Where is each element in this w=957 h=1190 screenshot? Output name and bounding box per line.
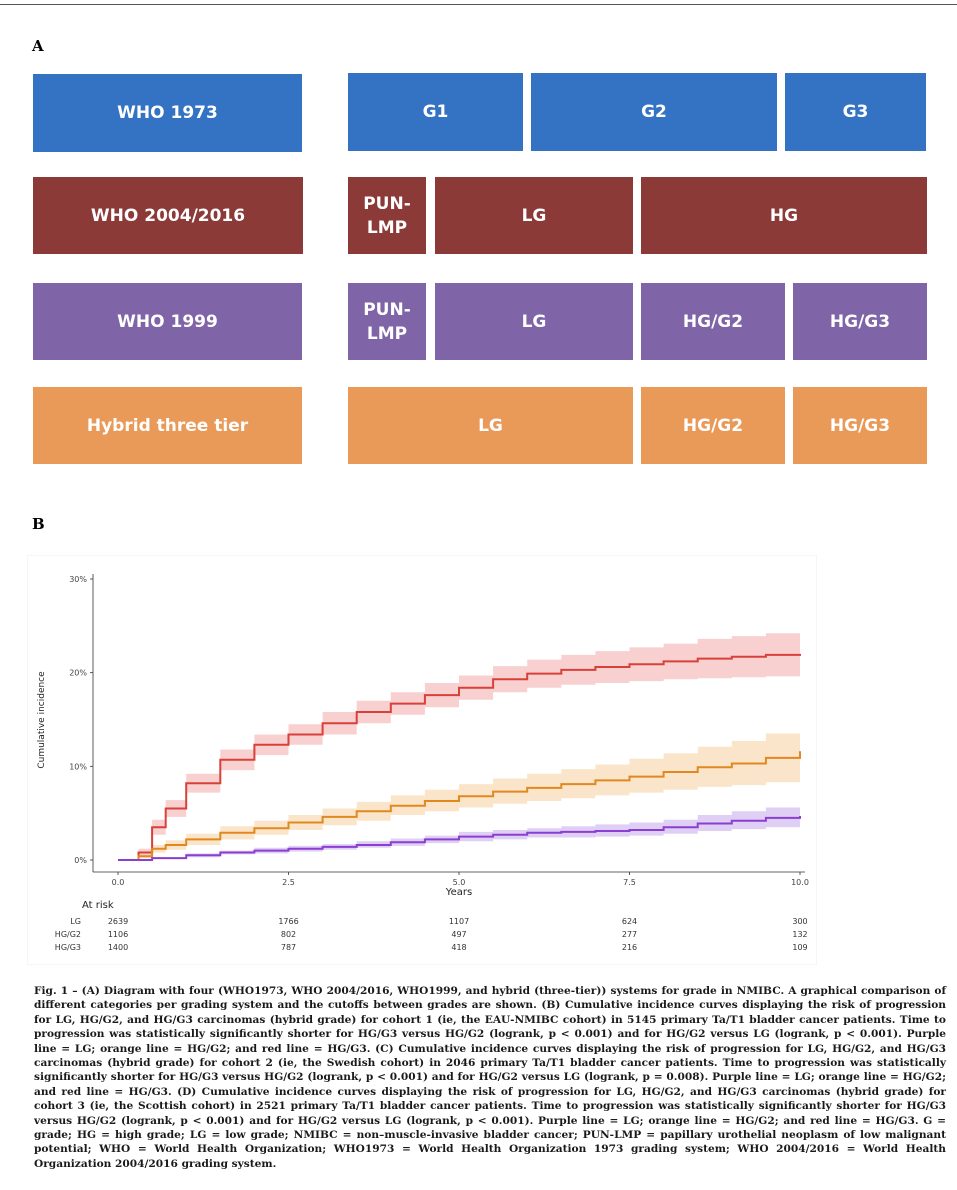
at-risk-group-label: HG/G3 xyxy=(55,943,81,952)
y-axis-label: Cumulative incidence xyxy=(37,671,47,769)
at-risk-count: 1766 xyxy=(278,917,298,926)
category-g2: G2 xyxy=(531,73,777,151)
series-line-hg-g2 xyxy=(118,751,801,861)
at-risk-count: 2639 xyxy=(108,917,128,926)
panel-b-label: B xyxy=(32,515,45,533)
top-rule xyxy=(0,4,957,5)
at-risk-group-label: HG/G2 xyxy=(55,930,81,939)
at-risk-count: 802 xyxy=(281,930,296,939)
at-risk-count: 497 xyxy=(451,930,466,939)
y-tick-label: 0% xyxy=(74,856,87,865)
at-risk-count: 109 xyxy=(792,943,807,952)
at-risk-count: 132 xyxy=(792,930,807,939)
category-g3: G3 xyxy=(785,73,926,151)
x-tick-label: 5.0 xyxy=(453,878,466,887)
at-risk-count: 216 xyxy=(622,943,637,952)
at-risk-count: 1400 xyxy=(108,943,128,952)
x-tick-label: 7.5 xyxy=(623,878,636,887)
at-risk-title: At risk xyxy=(82,900,114,911)
category-hg-g2: HG/G2 xyxy=(641,283,785,360)
system-who2004-label: WHO 2004/2016 xyxy=(33,177,303,254)
figure-caption: Fig. 1 – (A) Diagram with four (WHO1973,… xyxy=(34,985,946,1170)
category-hg: HG xyxy=(641,177,927,254)
category-g1: G1 xyxy=(348,73,523,151)
x-tick-label: 0.0 xyxy=(112,878,125,887)
category-lg: LG xyxy=(435,177,633,254)
category-punlmp: PUN-​LMP xyxy=(348,177,426,254)
at-risk-count: 418 xyxy=(451,943,466,952)
series-line-hg-g3 xyxy=(118,653,801,861)
system-who1999-label: WHO 1999 xyxy=(33,283,302,360)
category-hg-g2: HG/G2 xyxy=(641,387,785,464)
series-line-lg xyxy=(118,816,801,861)
category-lg: LG xyxy=(348,387,633,464)
at-risk-count: 1106 xyxy=(108,930,128,939)
category-lg: LG xyxy=(435,283,633,360)
y-tick-label: 20% xyxy=(69,669,87,678)
at-risk-count: 1107 xyxy=(449,917,469,926)
category-hg-g3: HG/G3 xyxy=(793,387,927,464)
x-axis-label: Years xyxy=(445,887,472,898)
at-risk-group-label: LG xyxy=(70,917,81,926)
y-tick-label: 10% xyxy=(69,762,87,771)
cumulative-incidence-chart: 0% 10% 20% 30% 0.0 2.5 5.0 7.5 10.0 Cumulative i… xyxy=(27,555,817,965)
ci-band-lg xyxy=(118,803,800,860)
system-hybrid-label: Hybrid three tier xyxy=(33,387,302,464)
panel-a-label: A xyxy=(32,37,44,55)
at-risk-count: 277 xyxy=(622,930,637,939)
y-tick-label: 30% xyxy=(69,575,87,584)
at-risk-count: 787 xyxy=(281,943,296,952)
x-tick-label: 10.0 xyxy=(791,878,809,887)
system-who1973-label: WHO 1973 xyxy=(33,74,302,152)
category-punlmp: PUN-​LMP xyxy=(348,283,426,360)
at-risk-count: 300 xyxy=(792,917,807,926)
x-tick-label: 2.5 xyxy=(282,878,295,887)
at-risk-count: 624 xyxy=(622,917,637,926)
category-hg-g3: HG/G3 xyxy=(793,283,927,360)
